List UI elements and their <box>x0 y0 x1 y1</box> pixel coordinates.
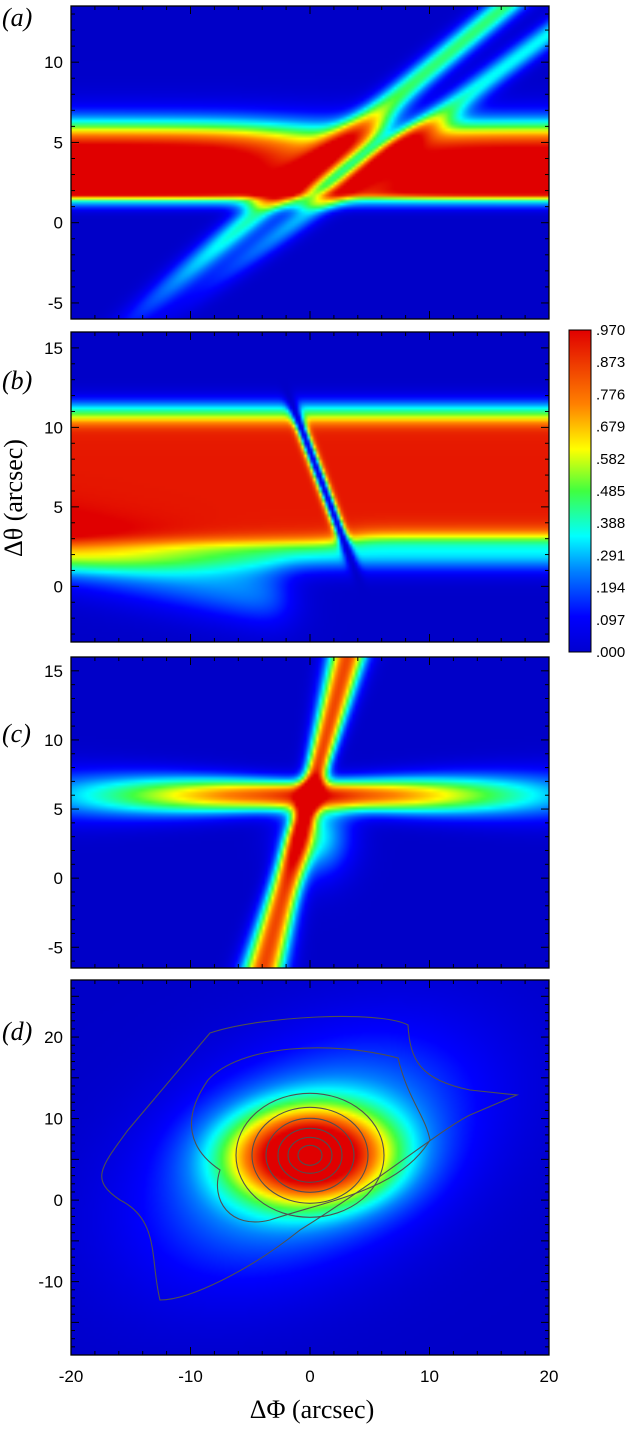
y-tick-label: -5 <box>48 294 63 313</box>
y-tick-label: 0 <box>54 1191 63 1210</box>
panel-d-axis: 20 10 0 -10 <box>38 979 550 1356</box>
x-tick-label: 10 <box>420 1367 439 1386</box>
y-tick-label: -5 <box>48 938 63 957</box>
colorbar: .970 .873 .776 .679 .582 .485 .388 .291 .194 .097… <box>568 322 625 661</box>
panel-b: 15 10 5 0 (b) <box>2 331 550 643</box>
colorbar-labels: .970 .873 .776 .679 .582 .485 .388 .291 .194 .097… <box>596 322 625 661</box>
panel-d-tag: (d) <box>2 1017 32 1046</box>
contour-line <box>251 1106 369 1204</box>
x-tick-label: -20 <box>59 1367 84 1386</box>
x-axis-tick-labels: -20 -10 0 10 20 <box>59 1367 559 1386</box>
y-tick-label: 0 <box>54 869 63 888</box>
x-axis-title: ΔΦ (arcsec) <box>250 1395 374 1424</box>
contour-line <box>265 1117 355 1193</box>
y-tick-label: 5 <box>54 498 63 517</box>
colorbar-label: .776 <box>596 386 625 403</box>
x-tick-label: 20 <box>540 1367 559 1386</box>
colorbar-label: .388 <box>596 515 625 532</box>
x-tick-label: 0 <box>305 1367 314 1386</box>
y-tick-label: 10 <box>44 418 63 437</box>
y-tick-label: -10 <box>38 1273 63 1292</box>
panel-a-axis: 10 5 0 -5 <box>44 6 550 320</box>
y-tick-label: 0 <box>54 577 63 596</box>
y-axis-title: Δθ (arcsec) <box>0 439 28 557</box>
contour-line <box>191 1047 431 1223</box>
contour-line <box>297 1144 323 1166</box>
y-tick-label: 15 <box>44 339 63 358</box>
colorbar-label: .970 <box>596 322 625 339</box>
colorbar-label: .679 <box>596 419 625 436</box>
y-tick-label: 5 <box>54 800 63 819</box>
panel-c-tag: (c) <box>2 719 31 748</box>
colorbar-label: .194 <box>596 580 625 597</box>
y-tick-label: 0 <box>54 214 63 233</box>
y-tick-label: 15 <box>44 662 63 681</box>
panel-d-heatmap <box>71 980 549 1355</box>
contour-line <box>235 1092 385 1218</box>
colorbar-label: .097 <box>596 612 625 629</box>
panel-b-tag: (b) <box>2 366 32 395</box>
contour-line <box>101 1015 520 1301</box>
contour-line <box>277 1127 343 1183</box>
colorbar-label: .582 <box>596 451 625 468</box>
colorbar-label: .873 <box>596 354 625 371</box>
colorbar-label: .000 <box>596 644 625 661</box>
y-tick-label: 5 <box>54 133 63 152</box>
y-tick-label: 20 <box>44 1028 63 1047</box>
x-tick-label: -10 <box>178 1367 203 1386</box>
y-tick-label: 10 <box>44 1110 63 1129</box>
panel-c: 15 10 5 0 -5 (c) <box>2 656 550 969</box>
colorbar-frame <box>568 329 592 653</box>
y-tick-label: 10 <box>44 53 63 72</box>
colorbar-gradient <box>569 330 591 652</box>
y-tick-label: 10 <box>44 731 63 750</box>
panel-d: 20 10 0 -10 (d) <box>2 979 550 1356</box>
panel-a-heatmap <box>71 6 549 319</box>
panel-a: 10 5 0 -5 (a) <box>2 3 550 320</box>
colorbar-label: .291 <box>596 547 625 564</box>
contour-line <box>287 1136 333 1174</box>
panel-b-heatmap <box>71 332 549 642</box>
colorbar-label: .485 <box>596 483 625 500</box>
panel-c-heatmap <box>71 657 549 968</box>
panel-a-tag: (a) <box>2 3 32 32</box>
panel-c-axis: 15 10 5 0 -5 <box>44 656 550 968</box>
panel-d-contours <box>101 1015 520 1301</box>
panel-b-axis: 15 10 5 0 <box>44 331 550 642</box>
